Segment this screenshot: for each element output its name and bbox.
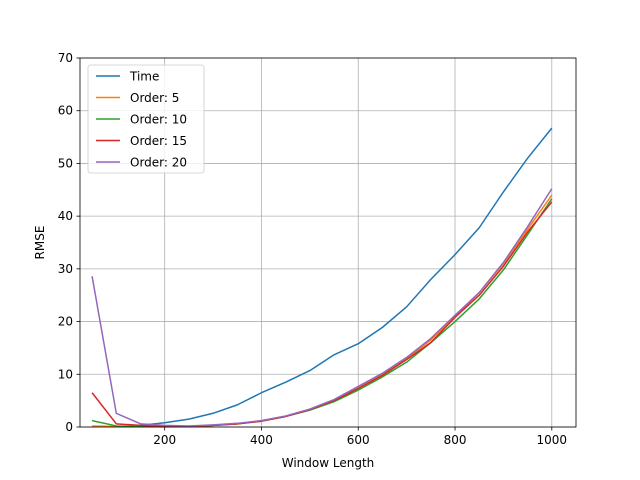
y-tick-label: 20 [58,315,73,329]
y-tick-label: 50 [58,156,73,170]
x-axis-label: Window Length [282,456,375,470]
x-axis-ticks: 200 400 600 800 1000 [153,427,567,447]
y-axis-label: RMSE [33,226,47,260]
series-line-order-15 [91,201,553,428]
legend-box [87,64,205,174]
legend-label: Time [129,70,159,84]
plot-frame [79,57,577,428]
series-lines [91,127,553,428]
series-line-order-20 [91,188,553,427]
series-line-order-5 [92,194,553,428]
y-tick-label: 10 [58,367,73,381]
y-tick-label: 30 [58,262,73,276]
y-tick-label: 70 [58,51,73,65]
x-tick-label: 600 [347,433,370,447]
legend: Time Order: 5 Order: 10 Order: 15 Order: 20 [87,64,205,174]
x-tick-label: 200 [153,433,176,447]
y-axis-ticks: 0 10 20 30 40 50 60 70 [58,51,80,434]
legend-label: Order: 5 [130,91,179,105]
y-tick-label: 40 [58,209,73,223]
legend-label: Order: 20 [130,156,187,170]
series-line-time [140,127,553,427]
y-tick-label: 0 [65,420,73,434]
y-tick-label: 60 [58,104,73,118]
series-line-order-10 [91,198,553,428]
x-tick-label: 800 [444,433,467,447]
legend-label: Order: 10 [130,113,187,127]
x-tick-label: 1000 [537,433,568,447]
x-tick-label: 400 [250,433,273,447]
legend-label: Order: 15 [130,134,187,148]
